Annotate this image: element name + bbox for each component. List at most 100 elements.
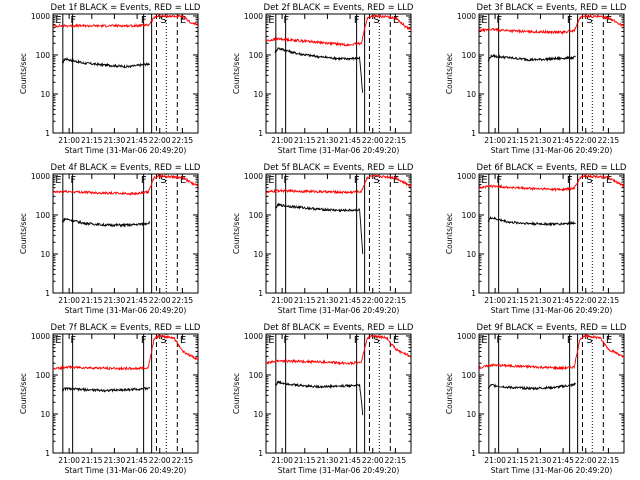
interval-marker-label: F [283,15,289,26]
interval-marker-label: E [606,15,612,26]
x-tick-label: 21:30 [317,296,339,305]
interval-marker-label: E [481,15,487,26]
detector-panel-1: Det 1f BLACK = Events, RED = LLD 1 10 100 10… [19,3,201,155]
interval-marker-label: S [586,15,592,26]
panel-title: Det 1f BLACK = Events, RED = LLD [51,3,201,13]
events-series-line [487,216,576,227]
x-tick-label: 21:00 [484,136,506,145]
y-tick-label: 1 [471,129,476,138]
x-tick-label: 21:30 [104,456,126,465]
x-axis-label: Start Time (31-Mar-06 20:49:20) [278,146,400,155]
x-tick-label: 21:45 [126,296,148,305]
events-series-line [61,217,151,228]
panel-title: Det 7f BLACK = Events, RED = LLD [51,323,201,333]
x-tick-label: 22:00 [362,456,384,465]
interval-marker-label: S [373,175,379,186]
plot-frame [265,13,412,134]
x-axis-label: Start Time (31-Mar-06 20:49:20) [491,306,613,315]
x-tick-label: 21:45 [126,136,148,145]
y-tick-label: 100 [36,371,51,380]
x-tick-label: 21:30 [317,136,339,145]
y-tick-label: 1 [258,449,263,458]
y-tick-label: 1000 [244,172,263,181]
x-tick-label: 22:15 [598,296,620,305]
x-tick-label: 22:15 [172,136,194,145]
x-tick-label: 21:45 [339,296,361,305]
interval-marker-label: S [160,175,166,186]
interval-marker-label: E [55,15,61,26]
x-tick-label: 21:15 [294,456,316,465]
plot-frame [52,333,199,454]
y-axis-label: Counts/sec [232,53,241,94]
detector-panel-4: Det 4f BLACK = Events, RED = LLD 1 10 100 10… [19,163,201,315]
y-axis-label: Counts/sec [445,373,454,414]
x-tick-label: 22:00 [575,296,597,305]
plot-frame [478,173,625,294]
x-tick-label: 21:30 [530,296,552,305]
y-tick-label: 10 [466,250,476,259]
x-tick-label: 21:30 [530,456,552,465]
interval-marker-label: E [268,335,274,346]
y-tick-label: 1000 [31,172,50,181]
interval-marker-label: E [268,15,274,26]
y-axis-label: Counts/sec [19,53,28,94]
x-tick-label: 21:30 [104,136,126,145]
interval-marker-label: F [283,175,289,186]
x-tick-label: 22:15 [172,456,194,465]
x-tick-label: 21:00 [271,136,293,145]
x-axis-label: Start Time (31-Mar-06 20:49:20) [65,466,187,475]
interval-marker-label: S [373,15,379,26]
interval-marker-label: E [481,335,487,346]
panel-title: Det 4f BLACK = Events, RED = LLD [51,163,201,173]
detector-panel-8: Det 8f BLACK = Events, RED = LLD 1 10 100 10… [232,323,414,475]
x-tick-label: 21:00 [271,296,293,305]
y-tick-label: 1000 [31,332,50,341]
plot-frame [52,173,199,294]
y-tick-label: 10 [40,250,50,259]
interval-marker-label: E [393,15,399,26]
interval-marker-label: S [586,175,592,186]
detector-panel-9: Det 9f BLACK = Events, RED = LLD 1 10 100 10… [445,323,627,475]
x-tick-label: 21:15 [294,136,316,145]
interval-marker-label: F [70,175,76,186]
y-tick-label: 1 [45,449,50,458]
x-tick-label: 21:00 [484,296,506,305]
y-axis-label: Counts/sec [445,213,454,254]
interval-marker-label: F [70,335,76,346]
interval-marker-label: F [354,335,360,346]
y-tick-label: 100 [462,51,477,60]
y-tick-label: 1 [45,129,50,138]
interval-marker-label: S [160,335,166,346]
x-tick-label: 21:15 [81,136,103,145]
x-tick-label: 22:00 [362,136,384,145]
y-axis-label: Counts/sec [19,373,28,414]
y-tick-label: 10 [253,410,263,419]
y-tick-label: 10 [466,410,476,419]
events-series-line [487,53,576,62]
y-tick-label: 100 [249,211,264,220]
x-axis-label: Start Time (31-Mar-06 20:49:20) [278,306,400,315]
interval-marker-label: F [141,15,147,26]
x-axis-label: Start Time (31-Mar-06 20:49:20) [278,466,400,475]
x-tick-label: 22:15 [172,296,194,305]
events-series-line [274,47,364,93]
interval-marker-label: F [567,15,573,26]
x-tick-label: 22:00 [149,456,171,465]
lld-series-line [265,13,412,47]
x-tick-label: 22:00 [575,136,597,145]
y-tick-label: 1000 [457,12,476,21]
x-tick-label: 21:30 [104,296,126,305]
panel-title: Det 5f BLACK = Events, RED = LLD [264,163,414,173]
panel-title: Det 3f BLACK = Events, RED = LLD [477,3,627,13]
interval-marker-label: F [141,335,147,346]
plot-frame [52,13,199,134]
y-tick-label: 1000 [457,172,476,181]
detector-panel-6: Det 6f BLACK = Events, RED = LLD 1 10 100 10… [445,163,627,315]
interval-marker-label: F [283,335,289,346]
y-tick-label: 1000 [31,12,50,21]
plot-frame [265,333,412,454]
events-series-line [275,202,364,254]
events-series-line [61,56,151,69]
interval-marker-label: F [354,175,360,186]
